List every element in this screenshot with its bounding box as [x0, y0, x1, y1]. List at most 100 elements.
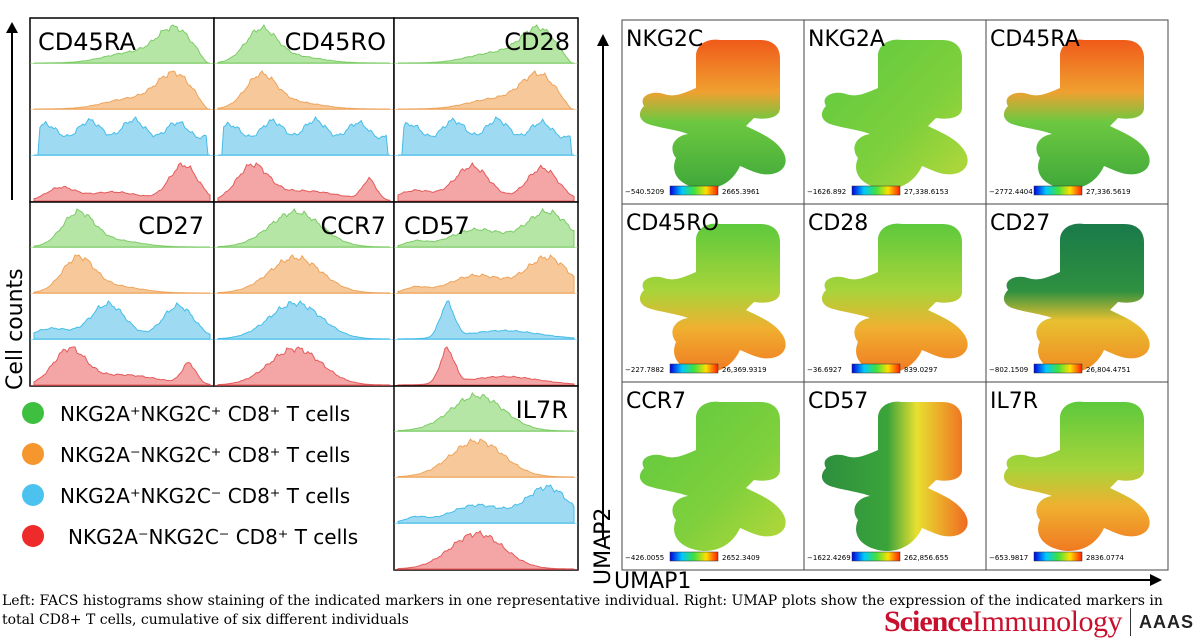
colorbar-min-label: −802.1509: [989, 366, 1028, 374]
facs-panel-cd45ra: CD45RA: [29, 17, 215, 203]
umap-panel-nkg2a: NKG2A −1626.892 27,338.6153: [803, 19, 987, 205]
umap-x-axis-label: UMAP1: [614, 569, 691, 592]
facs-panel-label: CD27: [138, 212, 204, 240]
umap-cell-cloud: [639, 39, 786, 190]
colorbar-max-label: 262,856.655: [904, 554, 949, 562]
colorbar: [1033, 185, 1083, 196]
colorbar-max-label: 2665.3961: [722, 188, 760, 196]
legend-item: NKG2A⁺NKG2C⁺ CD8⁺ T cells: [22, 402, 350, 426]
histogram-nkg2a-pos-nkg2c-pos: [33, 208, 210, 248]
histogram-nkg2a-pos-nkg2c-neg: [398, 116, 574, 156]
colorbar-min-label: −227.7882: [625, 366, 664, 374]
facs-panel-il7r: IL7R: [393, 385, 579, 571]
umap-panel-ccr7: CCR7 −426.0055 2652.3409: [621, 381, 805, 571]
umap-panel-label: CD57: [808, 389, 868, 414]
histogram-nkg2a-neg-nkg2c-pos: [34, 70, 210, 110]
facs-panel-label: CD57: [404, 212, 470, 240]
facs-panel-label: CCR7: [321, 212, 386, 240]
legend-item: NKG2A⁻NKG2C⁻ CD8⁺ T cells: [22, 525, 358, 549]
umap-panel-label: CD28: [808, 211, 868, 236]
histogram-nkg2a-neg-nkg2c-pos: [217, 254, 391, 294]
facs-y-axis-label: Cell counts: [3, 268, 28, 390]
histogram-nkg2a-neg-nkg2c-neg: [217, 346, 391, 386]
colorbar-max-label: 27,338.6153: [904, 188, 949, 196]
colorbar: [1033, 363, 1083, 374]
colorbar: [1033, 551, 1083, 562]
umap-panel-label: CCR7: [626, 389, 686, 414]
histogram-nkg2a-neg-nkg2c-neg: [397, 530, 575, 570]
histogram-nkg2a-neg-nkg2c-pos: [397, 438, 575, 478]
umap-panel-label: IL7R: [990, 389, 1038, 414]
histogram-nkg2a-pos-nkg2c-pos: [217, 208, 391, 248]
facs-legend: NKG2A⁺NKG2C⁺ CD8⁺ T cells NKG2A⁻NKG2C⁺ CD…: [22, 402, 358, 549]
histogram-nkg2a-pos-nkg2c-neg: [34, 116, 210, 156]
brand-aaas: AAAS: [1138, 611, 1194, 632]
legend-item: NKG2A⁻NKG2C⁺ CD8⁺ T cells: [22, 443, 350, 467]
histogram-nkg2a-pos-nkg2c-neg: [218, 115, 390, 156]
histogram-nkg2a-pos-nkg2c-pos: [217, 23, 390, 64]
legend-swatch: [22, 402, 44, 424]
colorbar: [851, 363, 901, 374]
legend-item: NKG2A⁺NKG2C⁻ CD8⁺ T cells: [22, 484, 350, 508]
colorbar-max-label: 2652.3409: [722, 554, 760, 562]
histogram-nkg2a-pos-nkg2c-pos: [34, 24, 210, 64]
legend-label: NKG2A⁺NKG2C⁻ CD8⁺ T cells: [60, 484, 350, 508]
legend-label: NKG2A⁻NKG2C⁻ CD8⁺ T cells: [68, 525, 358, 549]
histogram-nkg2a-pos-nkg2c-pos: [398, 24, 574, 64]
colorbar-max-label: 2836.0774: [1086, 554, 1124, 562]
umap-panel-cd57: CD57 −1622.4269 262,856.655: [803, 381, 987, 571]
umap-y-arrow-head: [597, 34, 609, 46]
umap-panel-cd45ra: CD45RA −2772.4404 27,336.5619: [985, 19, 1169, 205]
facs-panel-cd27: CD27: [29, 201, 215, 387]
journal-brand: Science Immunology AAAS: [884, 604, 1194, 640]
histogram-nkg2a-neg-nkg2c-pos: [33, 254, 210, 294]
legend-swatch: [22, 525, 44, 547]
umap-panel-label: NKG2C: [626, 27, 703, 52]
brand-immunology: Immunology: [971, 605, 1123, 638]
colorbar-min-label: −36.6927: [807, 366, 842, 374]
umap-panel-label: CD27: [990, 211, 1050, 236]
umap-cell-cloud: [1003, 223, 1150, 374]
umap-x-arrow-head: [1150, 574, 1162, 586]
umap-panel-il7r: IL7R −653.9817 2836.0774: [985, 381, 1169, 571]
colorbar-min-label: −2772.4404: [989, 188, 1033, 196]
umap-cell-cloud: [639, 223, 786, 374]
facs-panel-cd45ro: CD45RO: [213, 17, 395, 203]
histogram-nkg2a-pos-nkg2c-pos: [397, 392, 575, 432]
colorbar-max-label: 26,804.4751: [1086, 366, 1131, 374]
histogram-nkg2a-pos-nkg2c-neg: [33, 300, 211, 340]
facs-panel-label: IL7R: [516, 396, 568, 424]
umap-panel-label: CD45RA: [990, 27, 1080, 52]
facs-panel-label: CD45RO: [285, 28, 386, 56]
colorbar-min-label: −1626.892: [807, 188, 846, 196]
brand-divider: [1129, 608, 1131, 636]
legend-label: NKG2A⁻NKG2C⁺ CD8⁺ T cells: [60, 443, 350, 467]
umap-panel-label: CD45RO: [626, 211, 719, 236]
histogram-nkg2a-pos-nkg2c-neg: [397, 484, 575, 524]
umap-cell-cloud: [639, 401, 786, 552]
colorbar: [851, 551, 901, 562]
umap-cell-cloud: [1003, 401, 1150, 552]
colorbar-min-label: −1622.4269: [807, 554, 851, 562]
colorbar-min-label: −540.5209: [625, 188, 664, 196]
colorbar: [669, 185, 719, 196]
facs-histograms: Cell counts CD45RA CD45RO CD28 CD27 CCR7 CD57…: [3, 17, 579, 571]
umap-cell-cloud: [1003, 39, 1150, 190]
colorbar: [669, 551, 719, 562]
histogram-nkg2a-neg-nkg2c-neg: [33, 346, 211, 386]
umap-panel-cd27: CD27 −802.1509 26,804.4751: [985, 203, 1169, 383]
umap-y-axis-label: UMAP2: [591, 508, 616, 585]
colorbar-min-label: −426.0055: [625, 554, 664, 562]
umap-panel-label: NKG2A: [808, 27, 885, 52]
umap-plots: UMAP2 UMAP1 NKG2C −540.5209 2665.3961 NKG2A…: [591, 19, 1169, 592]
umap-panel-nkg2c: NKG2C −540.5209 2665.3961: [621, 19, 805, 205]
histogram-nkg2a-pos-nkg2c-neg: [217, 300, 391, 340]
legend-swatch: [22, 443, 44, 465]
histogram-nkg2a-pos-nkg2c-pos: [397, 208, 575, 248]
umap-panel-cd45ro: CD45RO −227.7882 26,369.9319: [621, 203, 805, 383]
facs-y-arrow-head: [6, 22, 18, 33]
histogram-nkg2a-neg-nkg2c-neg: [217, 162, 391, 202]
colorbar: [851, 185, 901, 196]
colorbar-max-label: 26,369.9319: [722, 366, 767, 374]
colorbar-min-label: −653.9817: [989, 554, 1028, 562]
